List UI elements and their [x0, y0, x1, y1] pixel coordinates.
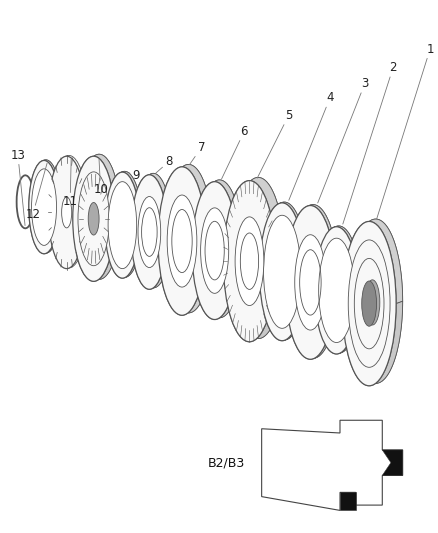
Ellipse shape: [108, 182, 137, 269]
Ellipse shape: [295, 235, 326, 330]
Ellipse shape: [317, 226, 360, 353]
Polygon shape: [315, 226, 360, 290]
Text: 3: 3: [318, 77, 368, 203]
Text: 2: 2: [343, 61, 397, 224]
Polygon shape: [223, 258, 284, 342]
Ellipse shape: [235, 217, 264, 305]
Text: 5: 5: [257, 109, 292, 178]
Polygon shape: [73, 154, 120, 219]
Polygon shape: [382, 450, 403, 475]
Ellipse shape: [349, 219, 403, 383]
Polygon shape: [285, 281, 338, 359]
Polygon shape: [285, 205, 338, 282]
Ellipse shape: [197, 180, 242, 318]
Ellipse shape: [288, 205, 338, 358]
Ellipse shape: [240, 233, 258, 289]
Ellipse shape: [32, 169, 57, 245]
Ellipse shape: [365, 280, 380, 325]
Ellipse shape: [131, 175, 168, 289]
Ellipse shape: [78, 154, 120, 279]
Ellipse shape: [261, 202, 307, 340]
Ellipse shape: [29, 160, 59, 254]
Text: 11: 11: [63, 159, 78, 208]
Polygon shape: [158, 165, 212, 241]
Polygon shape: [223, 177, 284, 261]
Text: 10: 10: [93, 159, 108, 196]
Polygon shape: [340, 492, 356, 511]
Text: 9: 9: [129, 169, 140, 182]
Ellipse shape: [158, 167, 206, 316]
Polygon shape: [192, 180, 242, 251]
Ellipse shape: [259, 203, 305, 341]
Ellipse shape: [50, 156, 87, 268]
Text: 1: 1: [377, 43, 434, 219]
Polygon shape: [342, 219, 403, 304]
Ellipse shape: [73, 156, 115, 281]
Ellipse shape: [354, 259, 384, 349]
Ellipse shape: [138, 197, 161, 268]
Text: 6: 6: [222, 125, 248, 179]
Ellipse shape: [48, 156, 85, 269]
Polygon shape: [192, 249, 242, 319]
Polygon shape: [131, 231, 172, 289]
Text: B2/B3: B2/B3: [208, 456, 245, 469]
Ellipse shape: [201, 208, 229, 293]
Polygon shape: [29, 206, 61, 254]
Polygon shape: [29, 160, 61, 207]
Ellipse shape: [105, 172, 140, 278]
Polygon shape: [73, 217, 120, 281]
Ellipse shape: [88, 203, 99, 235]
Ellipse shape: [315, 227, 358, 354]
Ellipse shape: [135, 173, 172, 288]
Polygon shape: [259, 202, 307, 272]
Ellipse shape: [18, 181, 32, 223]
Ellipse shape: [167, 195, 197, 287]
Ellipse shape: [192, 182, 237, 319]
Polygon shape: [261, 420, 403, 511]
Ellipse shape: [78, 172, 110, 266]
Ellipse shape: [223, 181, 276, 342]
Ellipse shape: [31, 160, 61, 253]
Text: 12: 12: [25, 163, 47, 221]
Ellipse shape: [342, 221, 396, 386]
Text: 7: 7: [190, 141, 205, 165]
Ellipse shape: [264, 215, 300, 328]
Polygon shape: [342, 301, 403, 386]
Ellipse shape: [107, 171, 142, 277]
Text: 13: 13: [11, 149, 25, 225]
Ellipse shape: [362, 281, 377, 326]
Ellipse shape: [348, 240, 390, 367]
Polygon shape: [131, 173, 172, 232]
Text: 8: 8: [156, 155, 173, 173]
Polygon shape: [105, 224, 142, 278]
Ellipse shape: [285, 206, 336, 359]
Ellipse shape: [232, 177, 284, 338]
Polygon shape: [315, 289, 360, 354]
Polygon shape: [259, 271, 307, 341]
Text: 4: 4: [289, 91, 334, 200]
Polygon shape: [158, 239, 212, 315]
Ellipse shape: [62, 197, 72, 228]
Polygon shape: [105, 171, 142, 225]
Ellipse shape: [319, 238, 354, 343]
Ellipse shape: [165, 165, 212, 313]
